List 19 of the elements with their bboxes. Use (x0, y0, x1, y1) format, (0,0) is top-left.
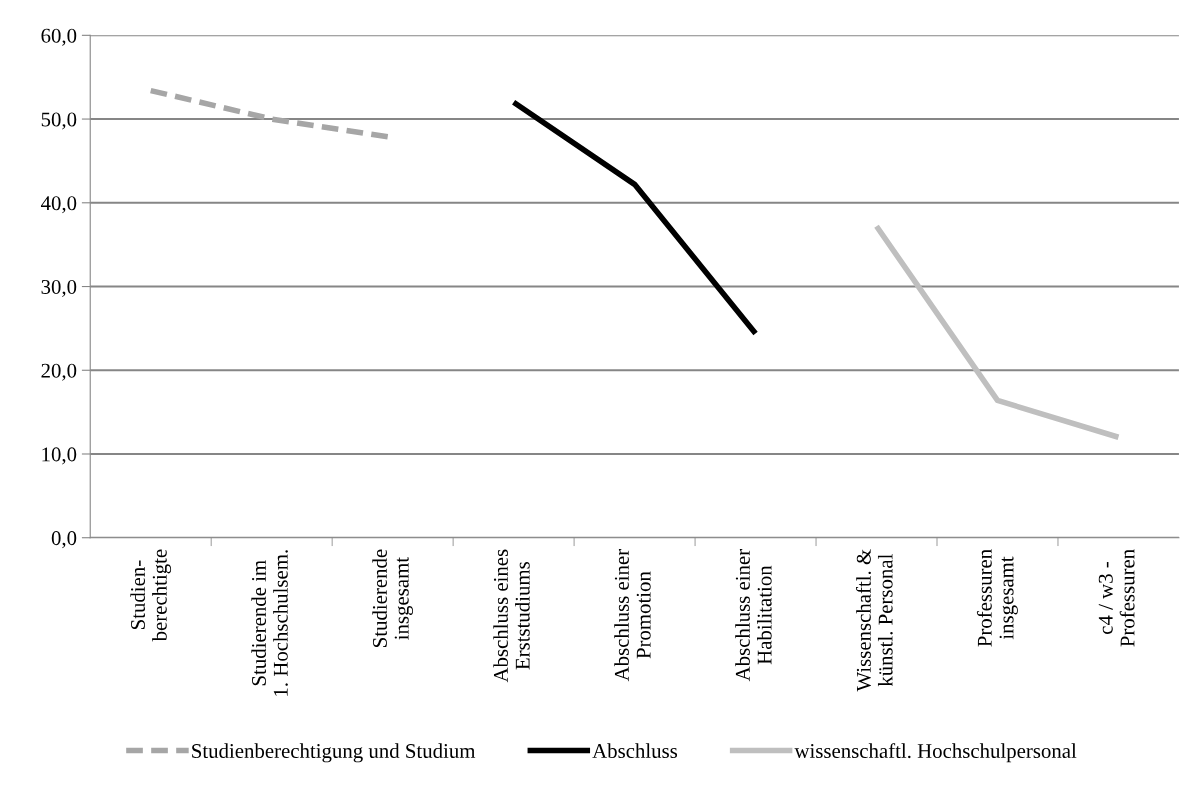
legend-label: Abschluss (592, 743, 678, 759)
y-tick-label: 30,0 (41, 279, 77, 297)
x-tick-label: Studien- berechtigte (130, 549, 172, 642)
legend-label: Studienberechtigung und Studium (192, 743, 476, 763)
y-tick-label: 40,0 (40, 196, 77, 214)
x-tick-label: Abschluss eines Erststudiums (493, 549, 530, 683)
x-tick-label: Studierende insgesamt (372, 549, 414, 647)
y-tick-label: 20,0 (41, 363, 77, 381)
x-tick-label: Abschluss einer Habilitation (735, 549, 772, 682)
x-tick-label: Wissenschaftl. & künstl. Personal (855, 549, 893, 692)
y-tick-label: 60,0 (41, 28, 77, 46)
x-tick-label: c4 / w3 - Professuren (1098, 549, 1135, 647)
x-tick-label: Professuren insgesamt (976, 549, 1018, 647)
legend-label: wissenschaftl. Hochschulpersonal (794, 743, 1077, 763)
y-tick-label: 50,0 (41, 112, 77, 130)
y-tick-label: 10,0 (42, 447, 77, 465)
x-tick-label: Abschluss einer Promotion (614, 549, 651, 682)
y-tick-label: 0,0 (51, 531, 77, 549)
x-tick-label: Studierende im 1. Hochschulsem. (251, 550, 288, 696)
